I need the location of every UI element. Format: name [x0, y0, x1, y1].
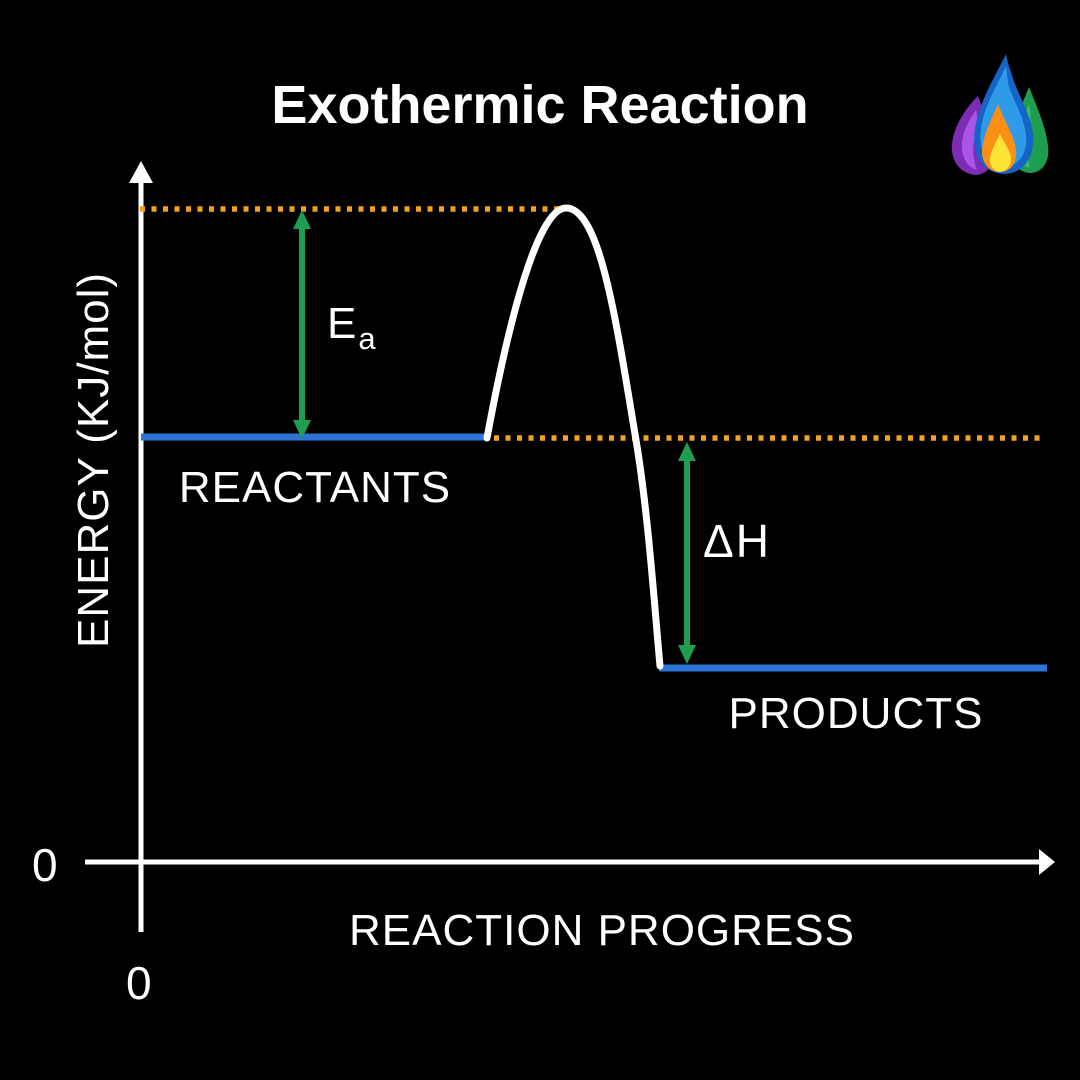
reactants-label: REACTANTS	[178, 463, 452, 512]
x-axis-label: REACTION PROGRESS	[349, 906, 855, 955]
page-title: Exothermic Reaction	[271, 75, 809, 135]
flame-logo-icon	[951, 54, 1049, 175]
flame-yellow-core	[990, 134, 1011, 172]
y-axis-label: ENERGY (KJ/mol)	[69, 271, 118, 649]
activation-energy-arrowhead-down-icon	[293, 420, 311, 439]
x-axis-arrowhead-icon	[1039, 849, 1055, 875]
activation-energy-subscript: a	[358, 321, 376, 356]
products-label: PRODUCTS	[728, 689, 984, 738]
activation-energy-label: E a	[327, 299, 376, 357]
activation-energy-symbol: E	[327, 299, 357, 348]
flame-purple-highlight	[961, 110, 978, 170]
reaction-pathway-curve	[483, 204, 664, 670]
enthalpy-change-arrowhead-down-icon	[678, 645, 696, 664]
enthalpy-change-arrowhead-up-icon	[678, 442, 696, 461]
enthalpy-change-label: ΔH	[703, 515, 771, 567]
x-axis-origin-tick: 0	[126, 957, 152, 1009]
activation-energy-arrowhead-up-icon	[293, 210, 311, 229]
y-axis-origin-tick: 0	[32, 839, 58, 891]
y-axis-arrowhead-icon	[129, 161, 153, 183]
